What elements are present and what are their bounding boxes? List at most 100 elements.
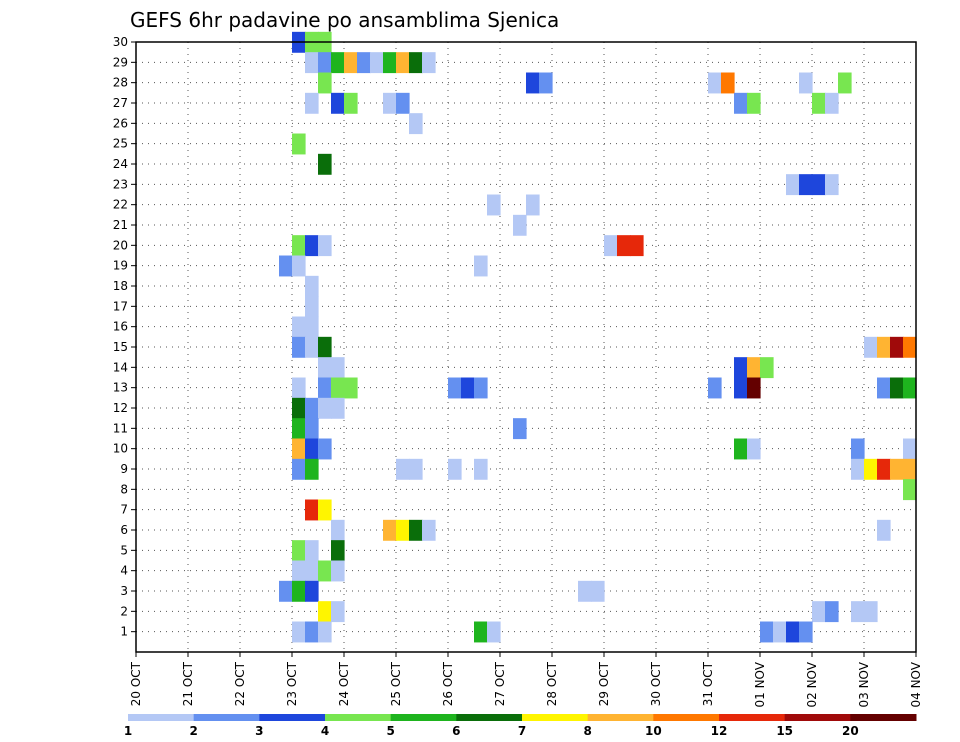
data-cell (292, 235, 306, 257)
data-cell (292, 418, 306, 440)
data-cell (474, 621, 488, 643)
data-cell (292, 438, 306, 460)
data-cell (279, 255, 293, 277)
y-tick-label: 23 (113, 177, 128, 191)
data-cell (396, 52, 410, 74)
x-tick-label: 22 OCT (233, 661, 247, 706)
x-tick-label: 30 OCT (649, 661, 663, 706)
data-cell (890, 377, 904, 399)
data-cell (292, 621, 306, 643)
data-cell (825, 174, 839, 196)
data-cell (318, 499, 332, 521)
data-cell (305, 621, 319, 643)
data-cell (292, 580, 306, 602)
data-cell (604, 235, 618, 257)
data-cell (279, 580, 293, 602)
x-tick-label: 21 OCT (181, 661, 195, 706)
data-cell (903, 458, 917, 480)
y-tick-label: 4 (120, 564, 128, 578)
data-cell (877, 519, 891, 541)
data-cell (318, 357, 332, 379)
data-cell (305, 458, 319, 480)
data-cell (318, 235, 332, 257)
y-tick-label: 27 (113, 96, 128, 110)
colorbar-label: 12 (711, 724, 728, 738)
data-cell (409, 113, 423, 135)
colorbar-label: 20 (842, 724, 859, 738)
data-cell (747, 92, 761, 114)
y-tick-label: 1 (120, 625, 128, 639)
data-cell (357, 52, 371, 74)
data-cell (877, 458, 891, 480)
colorbar-segment (653, 714, 720, 721)
data-cell (890, 458, 904, 480)
x-tick-label: 20 OCT (129, 661, 143, 706)
data-cell (305, 316, 319, 338)
data-cell (903, 479, 917, 501)
data-cell (292, 133, 306, 155)
y-tick-label: 9 (120, 462, 128, 476)
data-cell (305, 418, 319, 440)
data-cell (760, 621, 774, 643)
y-tick-label: 8 (120, 482, 128, 496)
data-cell (422, 52, 436, 74)
data-cell (903, 377, 917, 399)
data-cell (305, 92, 319, 114)
data-cell (292, 377, 306, 399)
y-tick-label: 25 (113, 137, 128, 151)
data-cell (825, 601, 839, 623)
data-cell (474, 255, 488, 277)
y-tick-label: 30 (113, 35, 128, 49)
data-cell (591, 580, 605, 602)
data-cell (305, 560, 319, 582)
data-cell (708, 377, 722, 399)
y-tick-label: 22 (113, 198, 128, 212)
data-cell (786, 621, 800, 643)
x-tick-label: 27 OCT (493, 661, 507, 706)
data-cell (409, 458, 423, 480)
data-cell (630, 235, 644, 257)
data-cell (292, 397, 306, 419)
colorbar-label: 4 (321, 724, 329, 738)
colorbar-segment (456, 714, 523, 721)
data-cell (318, 377, 332, 399)
data-cell (305, 296, 319, 318)
data-cell (734, 377, 748, 399)
y-tick-label: 3 (120, 584, 128, 598)
data-cell (305, 336, 319, 358)
data-cell (396, 458, 410, 480)
y-tick-label: 7 (120, 503, 128, 517)
colorbar-label: 15 (776, 724, 793, 738)
data-cell (331, 52, 345, 74)
data-cell (812, 174, 826, 196)
y-tick-label: 29 (113, 55, 128, 69)
colorbar-label: 3 (255, 724, 263, 738)
y-tick-label: 15 (113, 340, 128, 354)
colorbar-segment (784, 714, 851, 721)
colorbar-segment (587, 714, 654, 721)
data-cell (617, 235, 631, 257)
data-cell (305, 275, 319, 297)
data-cell (539, 72, 553, 94)
data-cell (851, 458, 865, 480)
y-tick-label: 16 (113, 320, 128, 334)
data-cell (799, 72, 813, 94)
y-tick-label: 6 (120, 523, 128, 537)
data-cell (851, 438, 865, 460)
data-cell (344, 52, 358, 74)
y-tick-label: 19 (113, 259, 128, 273)
data-cell (409, 52, 423, 74)
data-cell (461, 377, 475, 399)
data-cell (292, 255, 306, 277)
data-cell (331, 397, 345, 419)
data-cell (292, 316, 306, 338)
data-cell (318, 72, 332, 94)
y-tick-label: 18 (113, 279, 128, 293)
y-tick-label: 17 (113, 299, 128, 313)
data-cell (318, 438, 332, 460)
data-cell (734, 92, 748, 114)
data-cell (331, 560, 345, 582)
y-tick-label: 21 (113, 218, 128, 232)
colorbar-segment (850, 714, 917, 721)
data-cell (305, 52, 319, 74)
